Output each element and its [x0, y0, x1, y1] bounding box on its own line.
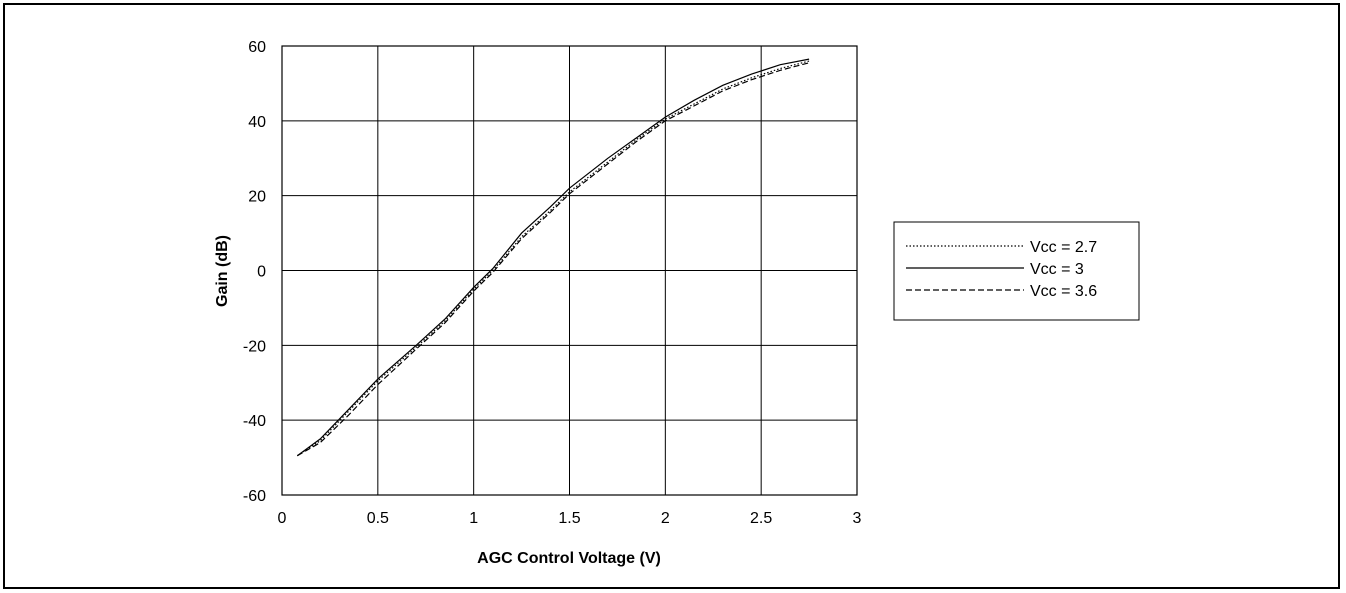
y-tick-label: -20: [243, 338, 266, 355]
series-line-1: [296, 60, 810, 457]
y-tick-label: -40: [243, 413, 266, 430]
series-line-2: [296, 58, 810, 457]
y-tick-label: 20: [248, 189, 266, 206]
legend-label-1: Vcc = 2.7: [1030, 239, 1097, 256]
x-tick-label: 1: [469, 510, 478, 527]
legend-label-3: Vcc = 3.6: [1030, 283, 1097, 300]
y-tick-label: 40: [248, 114, 266, 131]
legend-box: [893, 221, 1140, 321]
plot-area-border: [281, 45, 858, 496]
series-lines: [296, 58, 810, 457]
x-tick-label: 0.5: [367, 510, 389, 527]
y-tick-label: 0: [257, 264, 266, 281]
x-tick-label: 3: [853, 510, 862, 527]
y-tick-labels: 60 40 20 0 -20 -40 -60: [243, 39, 266, 505]
legend: Vcc = 2.7 Vcc = 3 Vcc = 3.6: [893, 221, 1140, 321]
grid: [281, 45, 858, 496]
legend-label-2: Vcc = 3: [1030, 261, 1084, 278]
x-tick-label: 1.5: [558, 510, 580, 527]
series-line-3: [297, 62, 810, 457]
y-tick-label: 60: [248, 39, 266, 56]
x-axis-title: AGC Control Voltage (V): [477, 550, 661, 567]
y-axis-title: Gain (dB): [214, 235, 231, 307]
x-tick-label: 2.5: [750, 510, 772, 527]
plot-border-rect: [281, 45, 858, 496]
x-tick-labels: 0 0.5 1 1.5 2 2.5 3: [278, 510, 862, 527]
x-tick-label: 2: [661, 510, 670, 527]
x-tick-label: 0: [278, 510, 287, 527]
y-tick-label: -60: [243, 488, 266, 505]
